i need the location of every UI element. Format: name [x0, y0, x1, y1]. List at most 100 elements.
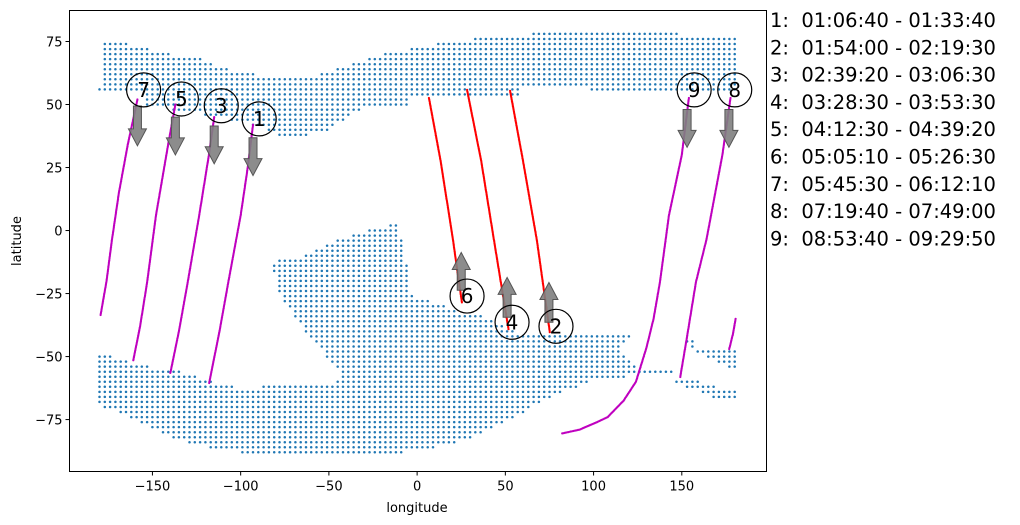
land-dot — [442, 355, 445, 358]
land-dot — [421, 88, 424, 91]
land-dot — [474, 415, 477, 419]
land-dot — [251, 78, 255, 81]
land-dot — [130, 67, 133, 71]
land-dot — [325, 400, 329, 404]
land-dot — [235, 420, 239, 424]
land-dot — [341, 314, 345, 318]
land-dot — [246, 88, 249, 91]
land-dot — [516, 395, 519, 399]
land-dot — [357, 370, 361, 373]
land-dot — [225, 73, 228, 76]
land-dot — [283, 410, 287, 414]
land-dot — [309, 435, 313, 439]
land-dot — [246, 446, 249, 449]
land-dot — [489, 335, 493, 338]
land-dot — [394, 98, 398, 101]
land-dot — [172, 93, 175, 96]
land-dot — [542, 375, 546, 378]
land-dot — [463, 83, 467, 86]
land-dot — [331, 269, 334, 273]
land-dot — [357, 264, 361, 268]
land-dot — [595, 375, 599, 378]
land-dot — [368, 98, 371, 101]
land-dot — [336, 425, 339, 429]
land-dot — [124, 375, 128, 378]
land-dot — [193, 410, 197, 414]
land-dot — [188, 425, 191, 429]
land-dot — [357, 314, 361, 318]
land-dot — [299, 400, 302, 404]
land-dot — [733, 88, 736, 91]
land-dot — [172, 73, 175, 76]
land-dot — [309, 118, 313, 121]
land-dot — [214, 67, 218, 71]
land-dot — [564, 350, 567, 353]
land-dot — [336, 294, 339, 298]
land-dot — [474, 425, 477, 429]
land-dot — [638, 52, 641, 56]
land-dot — [272, 451, 276, 454]
land-dot — [373, 390, 377, 394]
land-dot — [410, 415, 414, 419]
land-dot — [368, 284, 371, 288]
land-dot — [410, 365, 414, 368]
land-dot — [294, 304, 297, 308]
land-dot — [320, 320, 324, 323]
land-dot — [304, 435, 308, 439]
land-dot — [357, 415, 361, 419]
land-dot — [278, 395, 281, 399]
land-dot — [410, 375, 414, 378]
land-dot — [347, 385, 350, 389]
land-dot — [198, 435, 202, 439]
land-dot — [415, 345, 419, 348]
land-dot — [712, 57, 715, 61]
land-dot — [140, 88, 144, 91]
land-dot — [468, 410, 472, 414]
land-dot — [373, 274, 377, 278]
land-dot — [421, 410, 424, 414]
land-dot — [516, 88, 519, 91]
land-dot — [378, 78, 382, 81]
land-dot — [177, 420, 181, 424]
land-dot — [341, 345, 345, 348]
land-dot — [283, 299, 287, 303]
land-dot — [325, 415, 329, 419]
land-dot — [378, 375, 382, 378]
land-dot — [399, 62, 403, 66]
land-dot — [479, 330, 482, 333]
land-dot — [362, 103, 366, 106]
land-dot — [638, 42, 641, 46]
land-dot — [341, 405, 345, 409]
land-dot — [299, 309, 302, 313]
land-dot — [516, 345, 519, 348]
land-dot — [532, 42, 535, 46]
land-dot — [272, 264, 276, 268]
land-dot — [124, 380, 128, 384]
land-dot — [479, 78, 482, 81]
land-dot — [579, 67, 583, 71]
land-dot — [362, 289, 366, 293]
land-dot — [717, 390, 721, 394]
land-dot — [590, 340, 594, 343]
land-dot — [209, 441, 212, 444]
land-dot — [135, 385, 138, 389]
land-dot — [606, 370, 609, 373]
land-dot — [352, 274, 355, 278]
land-dot — [410, 395, 414, 399]
land-dot — [384, 441, 387, 444]
land-dot — [362, 254, 366, 257]
land-dot — [458, 390, 461, 394]
land-dot — [188, 78, 191, 81]
land-dot — [145, 83, 149, 86]
land-dot — [468, 67, 472, 71]
land-dot — [294, 395, 297, 399]
land-dot — [447, 435, 451, 439]
land-dot — [474, 430, 477, 434]
land-dot — [489, 37, 493, 41]
land-dot — [442, 360, 445, 363]
land-dot — [389, 259, 392, 263]
land-dot — [362, 330, 366, 333]
land-dot — [569, 67, 572, 71]
land-dot — [442, 93, 445, 96]
land-dot — [722, 47, 726, 51]
